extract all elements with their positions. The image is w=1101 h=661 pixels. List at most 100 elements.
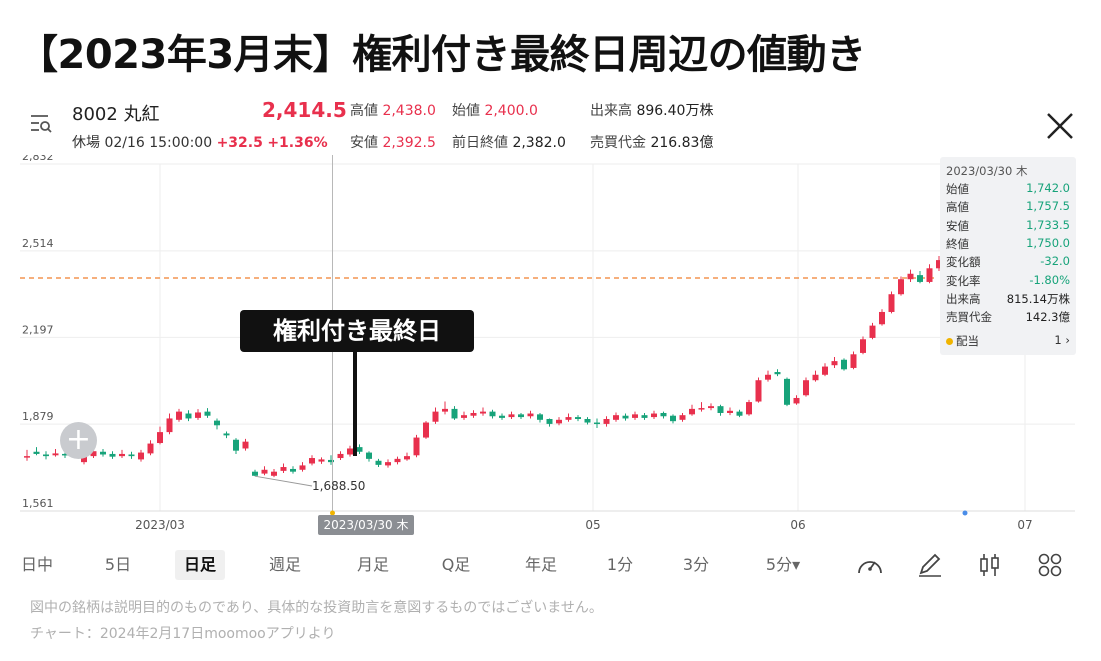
candle-body [546, 418, 553, 424]
y-tick-label: 2,514 [22, 237, 54, 250]
x-tick-label: 06 [790, 518, 805, 532]
market-status-time: 休場 02/16 15:00:00 [72, 135, 213, 151]
candle-body [489, 411, 496, 417]
page-banner-title: 【2023年3月末】権利付き最終日周辺の値動き [18, 32, 866, 78]
candle-body [850, 354, 857, 368]
tooltip-dividend[interactable]: 配当 1 › [946, 333, 1070, 351]
candles-group [24, 155, 968, 516]
candle-body [641, 415, 648, 418]
min-price-label: 1,688.50 [312, 479, 366, 493]
candle-body [33, 451, 40, 454]
candle-body [81, 455, 87, 463]
candle-body [43, 454, 49, 457]
candle-body [670, 415, 676, 422]
turnover-stat: 売買代金 216.83億 [590, 135, 714, 151]
candle-body [556, 419, 562, 424]
candlestick-chart[interactable]: 2,832 2,514 2,197 1,879 1,561 2023/03 05 06 07 [0, 155, 1101, 540]
tooltip-row: 売買代金 142.3億 [946, 310, 1070, 325]
candle-body [166, 418, 173, 433]
candle-body [432, 411, 439, 422]
disclaimer-text: 図中の銘柄は説明目的のものであり、具体的な投資助言を意図するものではございません… [30, 600, 603, 616]
event-dot [962, 510, 968, 516]
candle-body [451, 408, 458, 419]
candle-body [907, 273, 914, 280]
candle-body [575, 417, 581, 419]
grid-layout-icon[interactable] [1035, 551, 1065, 579]
candle-body [793, 397, 800, 404]
chart-grid: 2,832 2,514 2,197 1,879 1,561 2023/03 05 06 07 [20, 155, 1075, 532]
period-tab[interactable]: 3分 [682, 555, 710, 574]
pen-draw-icon[interactable] [915, 551, 945, 579]
candle-body [337, 453, 344, 459]
candle-body [689, 408, 695, 415]
candle-body [318, 459, 325, 462]
menu-search-icon[interactable] [28, 110, 54, 136]
candle-body [736, 411, 743, 416]
candle-body [223, 433, 230, 436]
period-tab[interactable]: 週足 [268, 555, 301, 574]
last-rights-day-label: 権利付き最終日 [240, 310, 474, 352]
candle-body [195, 412, 201, 418]
period-tab[interactable]: 1分 [606, 555, 634, 574]
candle-body [176, 411, 182, 420]
tooltip-row: 変化率 -1.80% [946, 272, 1070, 288]
crosshair-date-badge: 2023/03/30 木 [318, 515, 414, 535]
tooltip-row: 出来高 815.14万株 [946, 291, 1070, 306]
candle-body [499, 415, 505, 418]
candle-body [356, 447, 363, 452]
speedometer-icon[interactable] [855, 551, 885, 579]
dividend-dot-icon [946, 338, 953, 345]
annotation-pointer [353, 352, 357, 456]
candle-body [708, 406, 714, 409]
candle-body [309, 458, 315, 464]
candle-body [261, 469, 268, 474]
candle-body [812, 374, 819, 381]
candle-body [52, 453, 59, 456]
tooltip-date: 2023/03/30 木 [946, 164, 1028, 178]
period-tab[interactable]: 5日 [104, 555, 132, 574]
candle-body [831, 361, 838, 366]
period-tab[interactable]: 5分▾ [765, 555, 801, 574]
candle-body [660, 412, 667, 417]
close-icon[interactable] [1042, 108, 1078, 144]
candle-body [375, 460, 382, 465]
add-indicator-button[interactable]: + [60, 422, 97, 459]
candle-body [860, 339, 866, 353]
status-line: 休場 02/16 15:00:00 +32.5 +1.36% [72, 132, 328, 152]
candle-body [746, 402, 752, 415]
candle-body [936, 260, 942, 269]
period-tab[interactable]: 日中 [20, 555, 53, 574]
candle-body [271, 471, 277, 476]
tooltip-row: 終値 1,750.0 [946, 235, 1070, 251]
candle-body [299, 465, 306, 470]
candle-body [755, 380, 762, 402]
candle-body [698, 408, 705, 410]
prev-close-stat: 前日終値 2,382.0 [452, 135, 566, 151]
period-tab[interactable]: 月足 [356, 555, 389, 574]
candle-body [233, 439, 239, 451]
candle-body [185, 413, 192, 419]
candle-body [442, 408, 448, 412]
candle-body [62, 453, 68, 456]
candle-body [622, 415, 629, 419]
candle-body [774, 372, 781, 375]
open-stat: 始値 2,400.0 [452, 103, 538, 119]
candle-body [879, 311, 885, 325]
period-tab[interactable]: 日足 [175, 550, 225, 580]
candle-body [147, 443, 154, 454]
low-stat: 安値 2,392.5 [350, 135, 436, 151]
candle-body [157, 432, 163, 444]
candle-body [138, 452, 144, 460]
candle-body [917, 275, 923, 282]
y-tick-label: 1,561 [22, 497, 54, 510]
x-tick-label: 05 [585, 518, 600, 532]
candle-body [508, 414, 515, 418]
candle-type-icon[interactable] [975, 551, 1005, 579]
period-tab[interactable]: 年足 [524, 555, 557, 574]
candle-body [527, 413, 534, 417]
candle-body [518, 414, 524, 418]
candle-body [784, 378, 790, 405]
candle-body [803, 380, 809, 396]
candle-body [461, 415, 467, 418]
period-tab[interactable]: Q足 [441, 555, 471, 574]
